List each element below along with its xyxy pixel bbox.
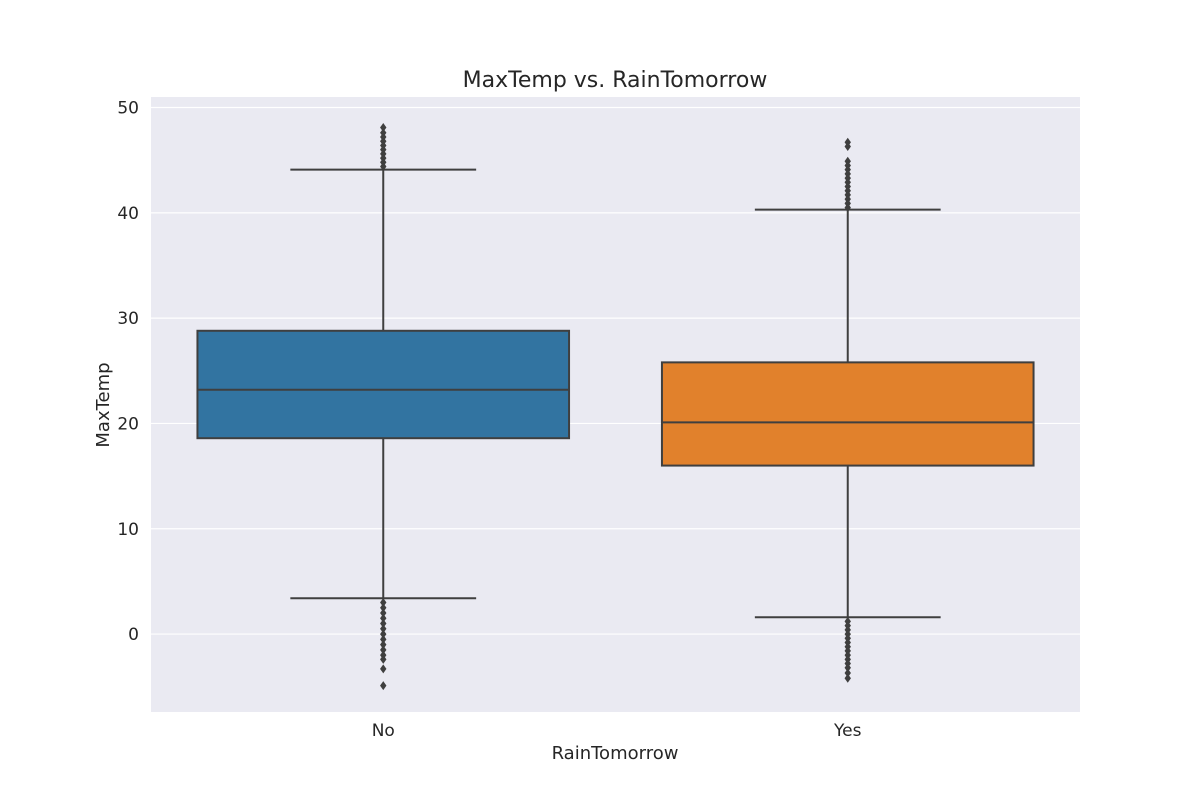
outlier-point bbox=[380, 654, 387, 664]
y-tick-label: 10 bbox=[117, 520, 139, 540]
y-tick-label: 30 bbox=[117, 309, 139, 329]
outlier-point bbox=[380, 619, 387, 629]
y-tick-labels: 0 10 20 30 40 50 bbox=[117, 99, 139, 646]
outlier-point bbox=[380, 123, 387, 133]
box bbox=[660, 361, 1035, 467]
x-axis-label: RainTomorrow bbox=[552, 743, 679, 764]
outlier-point bbox=[844, 141, 851, 151]
y-axis-label: MaxTemp bbox=[93, 362, 114, 447]
outlier-point bbox=[844, 203, 851, 213]
y-tick-label: 20 bbox=[117, 414, 139, 434]
y-tick-label: 0 bbox=[128, 625, 139, 645]
box bbox=[196, 329, 571, 440]
y-tick-label: 50 bbox=[117, 99, 139, 119]
y-tick-label: 40 bbox=[117, 204, 139, 224]
outlier-point bbox=[380, 681, 387, 691]
outlier-point bbox=[380, 664, 387, 674]
outlier-point bbox=[380, 645, 387, 655]
outlier-point bbox=[380, 640, 387, 650]
outlier-point bbox=[380, 162, 387, 172]
outlier-point bbox=[380, 603, 387, 613]
outlier-point bbox=[844, 663, 851, 673]
outlier-point bbox=[380, 597, 387, 607]
x-tick-label: No bbox=[372, 721, 395, 741]
outlier-point bbox=[380, 624, 387, 634]
chart-title: MaxTemp vs. RainTomorrow bbox=[463, 68, 768, 93]
x-tick-labels: No Yes bbox=[372, 721, 862, 741]
outlier-point bbox=[380, 629, 387, 639]
box-series bbox=[196, 123, 1035, 691]
box-group-yes bbox=[660, 137, 1035, 683]
outlier-point bbox=[380, 613, 387, 623]
outlier-point bbox=[380, 608, 387, 618]
x-tick-label: Yes bbox=[833, 721, 862, 741]
outlier-point bbox=[380, 634, 387, 644]
box-group-no bbox=[196, 123, 571, 691]
outlier-point bbox=[844, 673, 851, 683]
outlier-point bbox=[844, 668, 851, 678]
